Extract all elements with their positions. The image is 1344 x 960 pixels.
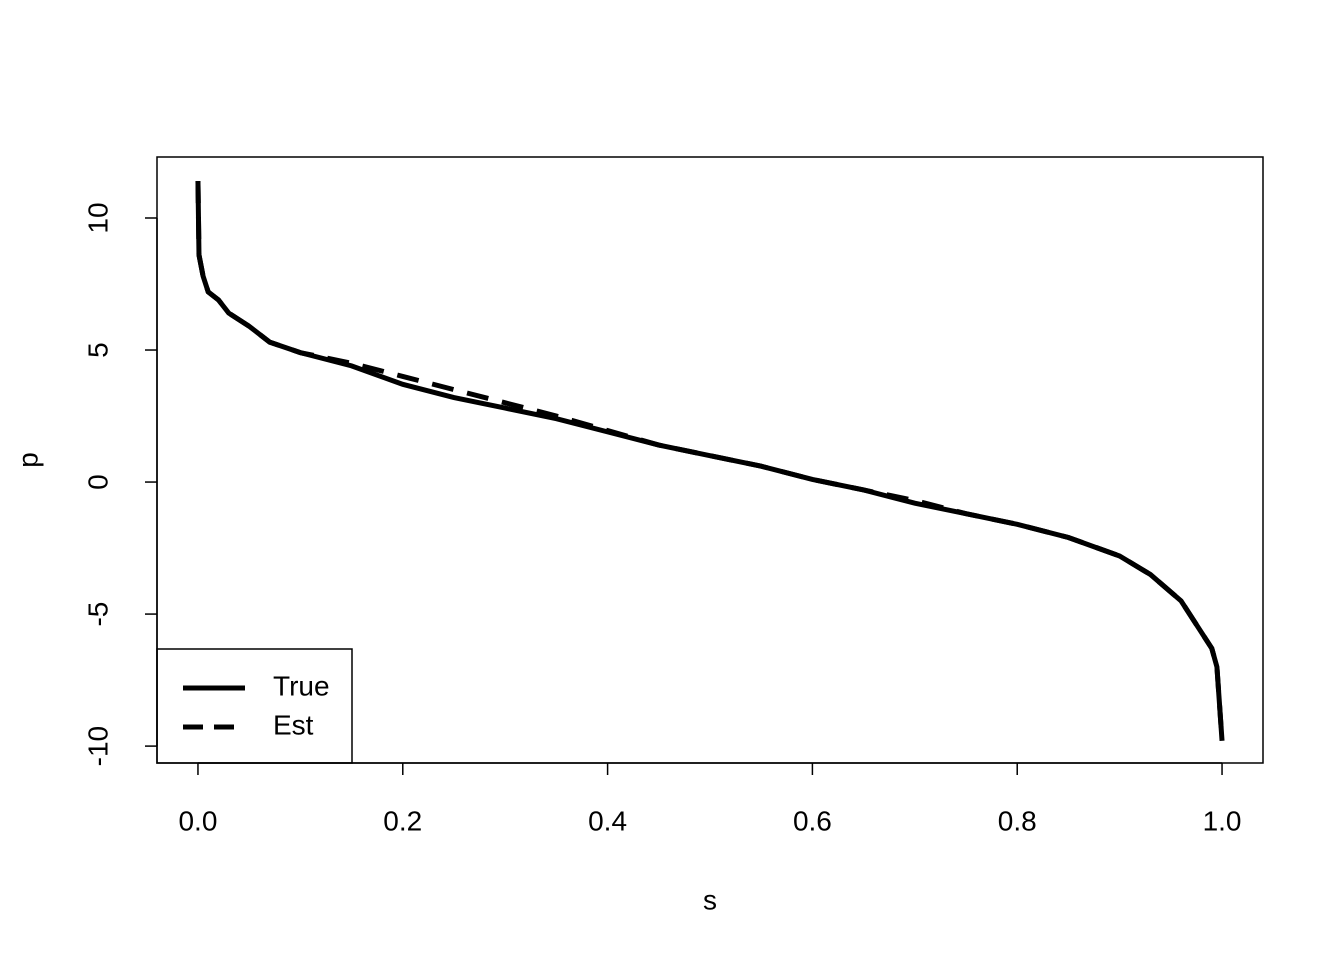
y-tick-label: -10 [82, 726, 113, 766]
x-tick-label: 0.8 [998, 805, 1037, 836]
line-series [195, 180, 1225, 741]
y-tick-label: 10 [82, 202, 113, 233]
legend-label: Est [273, 709, 314, 740]
x-axis-label: s [703, 884, 717, 915]
x-tick-label: 0.0 [178, 805, 217, 836]
y-tick-label: 5 [82, 342, 113, 358]
x-tick-label: 0.4 [588, 805, 627, 836]
y-tick-label: -5 [82, 602, 113, 627]
x-tick-label: 1.0 [1203, 805, 1242, 836]
legend-box [156, 648, 353, 764]
y-tick-label: 0 [82, 474, 113, 490]
y-axis-label: p [12, 452, 43, 468]
x-tick-label: 0.2 [383, 805, 422, 836]
legend-label: True [273, 670, 330, 701]
x-tick-label: 0.6 [793, 805, 832, 836]
